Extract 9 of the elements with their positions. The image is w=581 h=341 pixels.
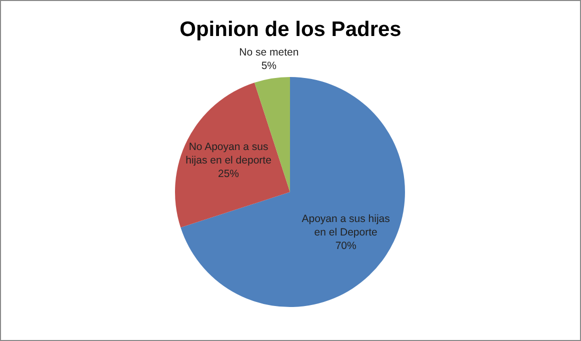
pie-slice bbox=[180, 77, 405, 307]
slice-label: No Apoyan a sus hijas en el deporte bbox=[186, 140, 272, 166]
data-label: 5% bbox=[261, 60, 277, 72]
slice-label: Apoyan a sus hijas en el Deporte bbox=[302, 212, 390, 238]
data-label: 70% bbox=[335, 240, 356, 252]
data-label: 25% bbox=[218, 168, 240, 180]
chart-title: Opinion de los Padres bbox=[180, 18, 402, 41]
pie-slice bbox=[175, 82, 290, 228]
slice-label: No se meten bbox=[239, 46, 299, 58]
